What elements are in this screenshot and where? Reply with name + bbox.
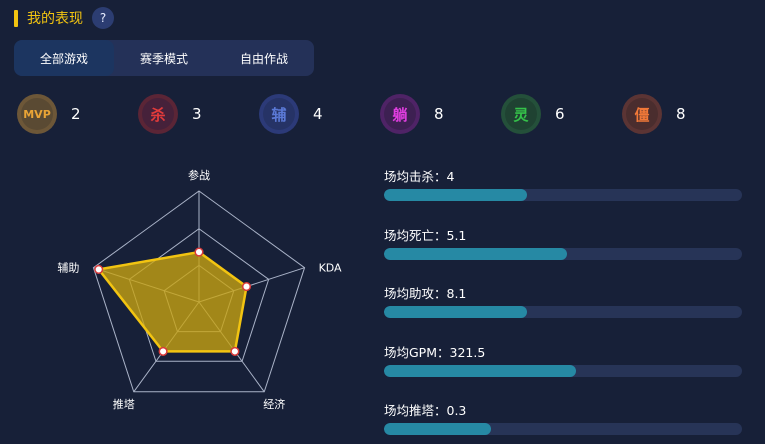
stat-progress-fill bbox=[384, 189, 528, 201]
mvp-medal-icon: MVP bbox=[17, 94, 57, 134]
stat-row: 场均击杀：4 bbox=[384, 168, 742, 208]
kill-medal-icon: 杀 bbox=[138, 94, 178, 134]
stat-progress-fill bbox=[384, 423, 492, 435]
radar-data-point bbox=[94, 264, 104, 274]
stat-progress-fill bbox=[384, 247, 567, 260]
radar-data-point bbox=[241, 282, 252, 292]
stat-progress-track bbox=[384, 364, 742, 377]
radar-axis-label: 经济 bbox=[263, 397, 285, 411]
stat-row: 场均死亡：5.1 bbox=[384, 227, 742, 267]
medal-count: 8 bbox=[434, 105, 444, 123]
stat-label: 场均推塔：0.3 bbox=[384, 403, 467, 418]
stat-label: 场均GPM：321.5 bbox=[384, 344, 486, 360]
section-title: 我的表现 bbox=[27, 11, 83, 27]
medal-glyph: 杀 bbox=[142, 98, 174, 130]
radar-data-point bbox=[230, 346, 240, 356]
stat-progress-track bbox=[384, 306, 742, 318]
stiff-medal-icon: 僵 bbox=[622, 94, 662, 134]
medal-count: 3 bbox=[192, 105, 202, 123]
radar-axis-label: 辅助 bbox=[57, 261, 79, 275]
stat-label: 场均死亡：5.1 bbox=[384, 227, 467, 243]
stat-row: 场均助攻：8.1 bbox=[384, 285, 742, 325]
stat-progress-fill bbox=[384, 306, 528, 318]
medal-count: 2 bbox=[71, 105, 81, 123]
radar-series-area bbox=[96, 250, 248, 353]
radar-data-point bbox=[158, 346, 168, 356]
radar-axis-label: 推塔 bbox=[113, 397, 135, 411]
radar-grid-ring bbox=[92, 190, 306, 393]
medal-glyph: MVP bbox=[21, 98, 53, 130]
performance-radar-chart: 参战 KDA 经济 推塔 辅助 bbox=[57, 168, 342, 411]
medal-glyph: 辅 bbox=[263, 98, 295, 130]
stat-progress-fill bbox=[384, 364, 576, 377]
radar-axis-label: 参战 bbox=[188, 168, 210, 182]
stat-progress-track bbox=[384, 247, 742, 260]
medal-count: 6 bbox=[555, 105, 565, 123]
stat-row: 场均GPM：321.5 bbox=[384, 344, 742, 384]
medal-count: 4 bbox=[313, 105, 323, 123]
spirit-medal-icon: 灵 bbox=[501, 94, 541, 134]
tab-free-battle[interactable]: 自由作战 bbox=[239, 51, 288, 66]
stat-label: 场均击杀：4 bbox=[384, 169, 455, 184]
help-button[interactable]: ? bbox=[92, 7, 114, 29]
tab-all-games[interactable]: 全部游戏 bbox=[14, 40, 114, 76]
medal-glyph: 灵 bbox=[505, 98, 537, 130]
section-header: 我的表现 ? bbox=[14, 6, 114, 30]
stat-label: 场均助攻：8.1 bbox=[384, 286, 467, 301]
title-accent-bar bbox=[14, 9, 18, 27]
medal-badge: MVP 2 bbox=[14, 91, 81, 137]
tab-season-mode[interactable]: 赛季模式 bbox=[139, 51, 188, 66]
mode-tabs: 全部游戏 赛季模式 自由作战 bbox=[14, 40, 314, 76]
medal-count: 8 bbox=[676, 105, 686, 123]
assist-medal-icon: 辅 bbox=[259, 94, 299, 134]
stat-row: 场均推塔：0.3 bbox=[384, 402, 742, 442]
medal-glyph: 躺 bbox=[384, 98, 416, 130]
radar-axis-label: KDA bbox=[319, 262, 342, 275]
medal-glyph: 僵 bbox=[626, 98, 658, 130]
lie-flat-medal-icon: 躺 bbox=[380, 94, 420, 134]
radar-data-point bbox=[194, 247, 204, 257]
stat-progress-track bbox=[384, 423, 742, 435]
stat-progress-track bbox=[384, 189, 742, 201]
